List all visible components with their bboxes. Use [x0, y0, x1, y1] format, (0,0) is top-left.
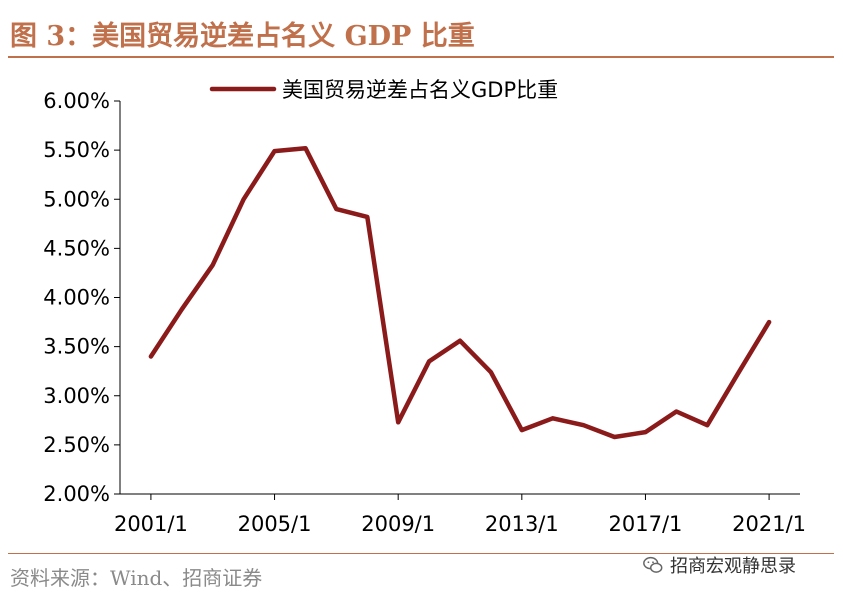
figure-title: 图 3：美国贸易逆差占名义 GDP 比重: [10, 21, 475, 52]
y-tick-label: 3.00%: [43, 384, 110, 408]
line-chart: 2.00% 2.50% 3.00% 3.50% 4.00% 4.50% 5.00% 5.50%…: [43, 78, 806, 536]
source-divider: [8, 553, 834, 554]
y-tick-label: 2.50%: [43, 433, 110, 457]
x-tick-label: 2005/1: [238, 512, 312, 536]
y-tick-label: 4.00%: [43, 286, 110, 310]
x-axis-tick-labels: 2001/1 2005/1 2009/1 2013/1 2017/1 2021/1: [114, 512, 806, 536]
watermark-text: 招商宏观静思录: [670, 556, 796, 577]
legend: 美国贸易逆差占名义GDP比重: [209, 78, 558, 102]
source-note: 资料来源：Wind、招商证券: [10, 566, 263, 590]
x-tick-label: 2009/1: [361, 512, 435, 536]
x-tick-label: 2013/1: [485, 512, 559, 536]
x-tick-label: 2021/1: [732, 512, 806, 536]
legend-label: 美国贸易逆差占名义GDP比重: [282, 78, 558, 102]
title-divider: [8, 56, 834, 58]
y-tick-label: 4.50%: [43, 236, 110, 260]
series-layer: [148, 145, 772, 440]
y-tick-label: 3.50%: [43, 335, 110, 359]
y-tick-label: 5.00%: [43, 187, 110, 211]
x-tick-label: 2017/1: [609, 512, 683, 536]
watermark: 招商宏观静思录: [642, 552, 796, 578]
y-tick-label: 5.50%: [43, 138, 110, 162]
series-line: [148, 145, 772, 440]
y-axis-tick-labels: 2.00% 2.50% 3.00% 3.50% 4.00% 4.50% 5.00% 5.50%…: [43, 89, 110, 506]
y-tick-label: 6.00%: [43, 89, 110, 113]
x-tick-label: 2001/1: [114, 512, 188, 536]
y-tick-label: 2.00%: [43, 482, 110, 506]
wechat-icon: [643, 556, 663, 573]
chart-axes: [114, 100, 800, 500]
